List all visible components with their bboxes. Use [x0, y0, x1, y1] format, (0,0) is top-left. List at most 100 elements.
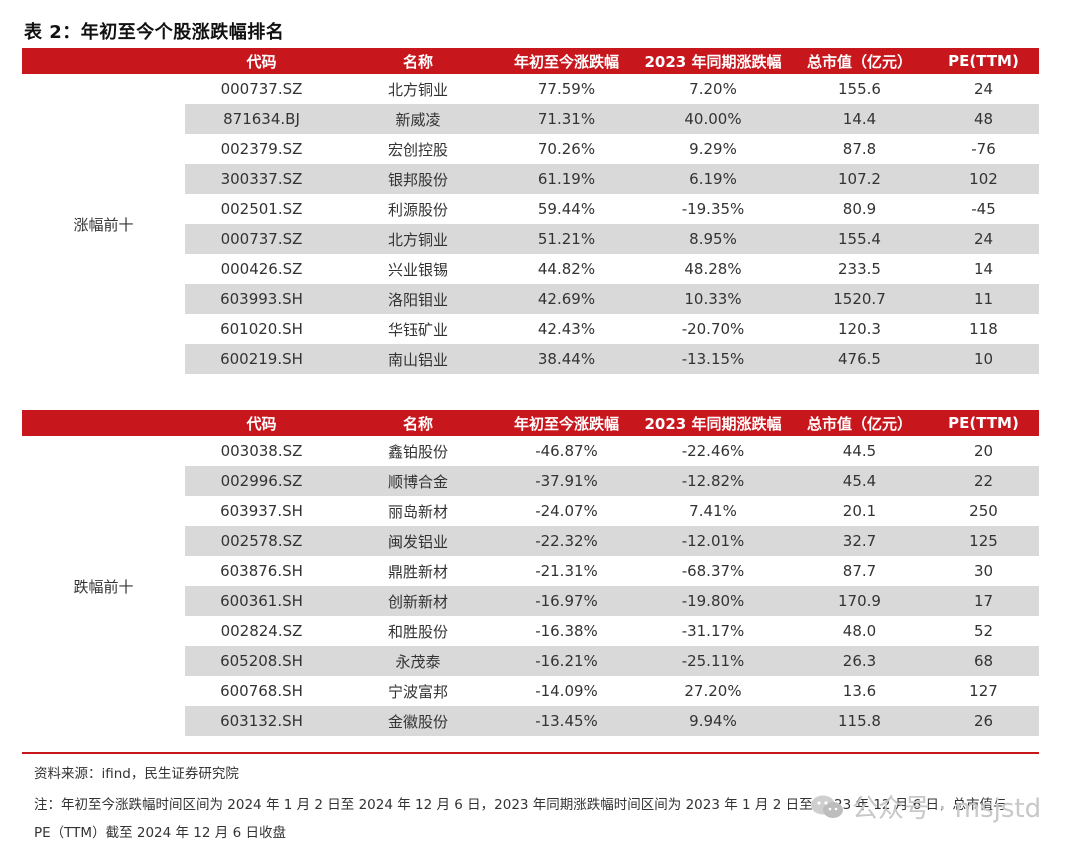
cell-pe-ttm: 20 — [973, 442, 994, 460]
cell-name: 永茂泰 — [338, 646, 498, 676]
cell-ytd-change: 71.31% — [498, 104, 635, 134]
cell-pe-ttm: 24 — [928, 224, 1039, 254]
header-row: 代码 名称 年初至今涨跌幅 2023 年同期涨跌幅 总市值（亿元） PE(TTM… — [22, 48, 1039, 74]
cell-2023-change: 7.41% — [689, 502, 737, 520]
group-label: 涨幅前十 — [22, 74, 185, 374]
cell-pe-ttm: 118 — [969, 320, 998, 338]
cell-2023-change: 6.19% — [635, 164, 791, 194]
table-row: 跌幅前十 003038.SZ 鑫铂股份 -46.87% -22.46% 44.5 20 — [22, 436, 1039, 736]
cell-code: 603993.SH — [185, 284, 338, 314]
cell-ytd-change: 77.59% — [537, 80, 596, 98]
cell-ytd-change: 59.44% — [537, 200, 596, 218]
cell-name: 创新新材 — [338, 586, 498, 616]
cell-name: 北方铜业 — [338, 224, 498, 254]
header-name: 名称 — [338, 48, 498, 74]
cell-ytd-change: -24.07% — [535, 502, 598, 520]
cell-2023-change: 48.28% — [684, 260, 742, 278]
cell-code: 002379.SZ — [220, 140, 303, 158]
cell-pe-ttm: 11 — [928, 284, 1039, 314]
cell-name: 南山铝业 — [338, 344, 498, 374]
cell-code: 603876.SH — [220, 562, 303, 580]
cell-ytd-change: -22.32% — [498, 526, 635, 556]
cell-ytd-change: 42.69% — [498, 284, 635, 314]
cell-code: 002578.SZ — [185, 526, 338, 556]
cell-name: 银邦股份 — [338, 164, 498, 194]
cell-name: 闽发铝业 — [338, 526, 498, 556]
cell-2023-change: -19.35% — [681, 200, 745, 218]
cell-2023-change: 27.20% — [684, 682, 742, 700]
table-row: 000426.SZ 兴业银锡 44.82% 48.28% 233.5 14 — [22, 254, 1039, 284]
cell-name: 新威凌 — [338, 104, 498, 134]
table-row: 871634.BJ 新威凌 71.31% 40.00% 14.4 48 — [22, 104, 1039, 134]
cell-pe-ttm: 17 — [928, 586, 1039, 616]
table-row: 300337.SZ 银邦股份 61.19% 6.19% 107.2 102 — [22, 164, 1039, 194]
cell-market-cap: 14.4 — [791, 104, 928, 134]
cell-pe-ttm: 30 — [973, 562, 994, 580]
cell-2023-change: 8.95% — [635, 224, 791, 254]
source-note: 资料来源：ifind，民生证券研究院 — [34, 766, 239, 782]
wechat-logo-icon — [811, 795, 843, 818]
cell-code: 603937.SH — [220, 502, 303, 520]
table-row: 002996.SZ 顺博合金 -37.91% -12.82% 45.4 22 — [22, 466, 1039, 496]
cell-pe-ttm: 26 — [928, 706, 1039, 736]
table-row: 605208.SH 永茂泰 -16.21% -25.11% 26.3 68 — [22, 646, 1039, 676]
cell-market-cap: 115.8 — [791, 706, 928, 736]
cell-pe-ttm: 125 — [928, 526, 1039, 556]
cell-name: 洛阳钼业 — [338, 284, 498, 314]
cell-pe-ttm: 102 — [928, 164, 1039, 194]
cell-2023-change: 9.94% — [635, 706, 791, 736]
cell-ytd-change: -16.97% — [498, 586, 635, 616]
cell-2023-change: -31.17% — [681, 622, 745, 640]
table-row: 002501.SZ 利源股份 59.44% -19.35% 80.9 -45 — [22, 194, 1039, 224]
cell-ytd-change: 44.82% — [537, 260, 596, 278]
cell-ytd-change: -37.91% — [498, 466, 635, 496]
table-row: 603937.SH 丽岛新材 -24.07% 7.41% 20.1 250 — [22, 496, 1039, 526]
cell-code: 601020.SH — [220, 320, 303, 338]
cell-market-cap: 233.5 — [838, 260, 881, 278]
cell-ytd-change: 70.26% — [537, 140, 596, 158]
top-gainers-table: 代码 名称 年初至今涨跌幅 2023 年同期涨跌幅 总市值（亿元） PE(TTM… — [22, 48, 1039, 374]
cell-pe-ttm: -76 — [971, 140, 996, 158]
cell-market-cap: 87.7 — [842, 562, 877, 580]
table-row: 涨幅前十 000737.SZ 北方铜业 77.59% 7.20% 155.6 24 — [22, 74, 1039, 374]
header-market-cap: 总市值（亿元） — [791, 48, 928, 74]
cell-market-cap: 44.5 — [842, 442, 877, 460]
header-ytd-change: 年初至今涨跌幅 — [498, 410, 635, 436]
cell-market-cap: 45.4 — [791, 466, 928, 496]
table-title: 表 2：年初至今个股涨跌幅排名 — [24, 22, 285, 43]
header-market-cap: 总市值（亿元） — [791, 410, 928, 436]
cell-code: 600219.SH — [185, 344, 338, 374]
cell-ytd-change: 51.21% — [498, 224, 635, 254]
cell-name: 鼎胜新材 — [387, 562, 448, 581]
cell-name: 鑫铂股份 — [387, 442, 448, 461]
cell-pe-ttm: 68 — [928, 646, 1039, 676]
cell-2023-change: -22.46% — [681, 442, 745, 460]
header-ytd-change: 年初至今涨跌幅 — [498, 48, 635, 74]
table-row: 600361.SH 创新新材 -16.97% -19.80% 170.9 17 — [22, 586, 1039, 616]
cell-code: 000426.SZ — [220, 260, 303, 278]
cell-pe-ttm: 250 — [969, 502, 998, 520]
cell-code: 002501.SZ — [220, 200, 303, 218]
cell-name: 利源股份 — [387, 200, 448, 219]
table-row: 600219.SH 南山铝业 38.44% -13.15% 476.5 10 — [22, 344, 1039, 374]
cell-name: 宁波富邦 — [387, 682, 448, 701]
cell-ytd-change: -46.87% — [535, 442, 598, 460]
cell-market-cap: 13.6 — [842, 682, 877, 700]
cell-ytd-change: 61.19% — [498, 164, 635, 194]
cell-2023-change: -68.37% — [681, 562, 745, 580]
cell-market-cap: 20.1 — [842, 502, 877, 520]
cell-name: 兴业银锡 — [387, 260, 448, 279]
cell-ytd-change: -16.38% — [535, 622, 598, 640]
table-row: 002578.SZ 闽发铝业 -22.32% -12.01% 32.7 125 — [22, 526, 1039, 556]
cell-market-cap: 32.7 — [791, 526, 928, 556]
cell-market-cap: 87.8 — [842, 140, 877, 158]
watermark-text: 公众号 · msjstd — [852, 794, 1042, 824]
cell-code: 600768.SH — [220, 682, 303, 700]
cell-market-cap: 170.9 — [791, 586, 928, 616]
footnote-line-2: PE（TTM）截至 2024 年 12 月 6 日收盘 — [34, 825, 286, 841]
table-row: 002379.SZ 宏创控股 70.26% 9.29% 87.8 -76 — [22, 134, 1039, 164]
cell-market-cap: 48.0 — [842, 622, 877, 640]
cell-name: 顺博合金 — [338, 466, 498, 496]
header-blank — [22, 410, 185, 436]
cell-code: 000737.SZ — [220, 80, 303, 98]
